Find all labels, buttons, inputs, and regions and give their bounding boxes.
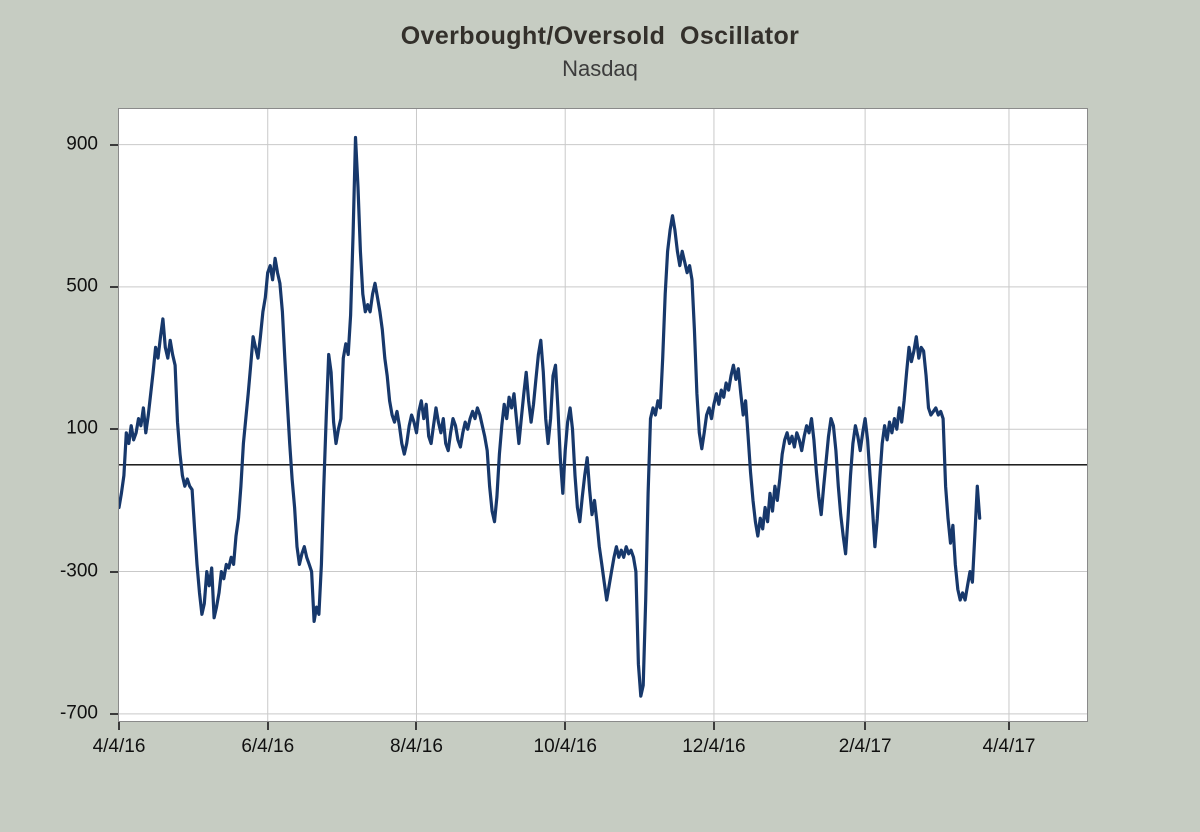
- x-tick-mark: [415, 722, 418, 730]
- y-axis-label: 100: [66, 417, 98, 439]
- y-axis-label: 500: [66, 275, 98, 297]
- x-axis-label: 2/4/17: [838, 736, 892, 757]
- y-axis-label: 900: [66, 133, 98, 155]
- y-tick-mark: [110, 570, 118, 573]
- x-axis-label: 12/4/16: [682, 736, 746, 757]
- x-tick-mark: [266, 722, 269, 730]
- x-tick-mark: [712, 722, 715, 730]
- y-axis-label: -300: [59, 560, 98, 582]
- x-axis-label: 6/4/16: [241, 736, 295, 757]
- y-tick-mark: [110, 428, 118, 431]
- y-axis-label: -700: [59, 702, 98, 724]
- y-tick-mark: [110, 712, 118, 715]
- chart-subtitle: Nasdaq: [562, 56, 638, 81]
- x-tick-mark: [564, 722, 567, 730]
- x-tick-mark: [118, 722, 120, 730]
- y-tick-mark: [110, 143, 118, 146]
- plot-area: [118, 108, 1088, 722]
- chart-header: Overbought/Oversold Oscillator Nasdaq: [0, 22, 1200, 82]
- x-axis-label: 10/4/16: [533, 736, 597, 757]
- x-axis-label: 4/4/17: [982, 736, 1036, 757]
- oscillator-chart: [119, 109, 1087, 721]
- x-tick-mark: [864, 722, 867, 730]
- x-tick-mark: [1007, 722, 1010, 730]
- x-axis-label: 4/4/16: [92, 736, 146, 757]
- chart-title: Overbought/Oversold Oscillator: [400, 22, 800, 50]
- oscillator-line: [119, 135, 982, 698]
- x-axis-label: 8/4/16: [390, 736, 443, 757]
- y-tick-mark: [110, 285, 118, 288]
